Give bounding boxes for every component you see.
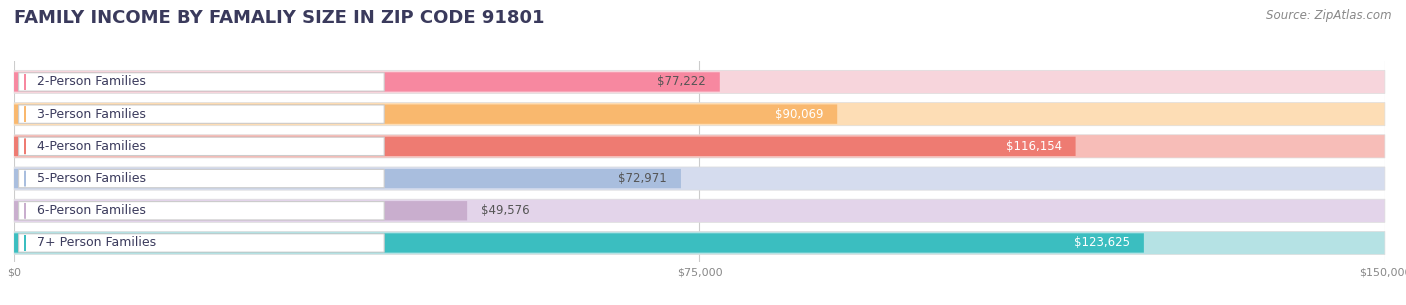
FancyBboxPatch shape xyxy=(18,137,384,156)
FancyBboxPatch shape xyxy=(18,105,384,123)
FancyBboxPatch shape xyxy=(14,201,467,221)
Text: $123,625: $123,625 xyxy=(1074,236,1130,249)
FancyBboxPatch shape xyxy=(14,135,1385,158)
FancyBboxPatch shape xyxy=(14,102,1385,126)
Text: 2-Person Families: 2-Person Families xyxy=(37,75,146,88)
FancyBboxPatch shape xyxy=(14,231,1385,255)
Text: 7+ Person Families: 7+ Person Families xyxy=(37,236,156,249)
FancyBboxPatch shape xyxy=(18,202,384,220)
FancyBboxPatch shape xyxy=(18,234,384,252)
FancyBboxPatch shape xyxy=(14,199,1385,222)
FancyBboxPatch shape xyxy=(14,137,1076,156)
Text: $90,069: $90,069 xyxy=(775,108,824,121)
FancyBboxPatch shape xyxy=(14,72,720,92)
FancyBboxPatch shape xyxy=(14,167,1385,190)
Text: 4-Person Families: 4-Person Families xyxy=(37,140,146,153)
Text: Source: ZipAtlas.com: Source: ZipAtlas.com xyxy=(1267,9,1392,22)
FancyBboxPatch shape xyxy=(14,169,681,188)
Text: $116,154: $116,154 xyxy=(1005,140,1062,153)
Text: $72,971: $72,971 xyxy=(619,172,668,185)
FancyBboxPatch shape xyxy=(14,233,1144,253)
Text: 6-Person Families: 6-Person Families xyxy=(37,204,146,217)
FancyBboxPatch shape xyxy=(14,105,837,124)
Text: $49,576: $49,576 xyxy=(481,204,530,217)
FancyBboxPatch shape xyxy=(18,73,384,91)
Text: 5-Person Families: 5-Person Families xyxy=(37,172,146,185)
Text: $77,222: $77,222 xyxy=(658,75,706,88)
FancyBboxPatch shape xyxy=(18,169,384,188)
FancyBboxPatch shape xyxy=(14,70,1385,94)
Text: FAMILY INCOME BY FAMALIY SIZE IN ZIP CODE 91801: FAMILY INCOME BY FAMALIY SIZE IN ZIP COD… xyxy=(14,9,544,27)
Text: 3-Person Families: 3-Person Families xyxy=(37,108,146,121)
